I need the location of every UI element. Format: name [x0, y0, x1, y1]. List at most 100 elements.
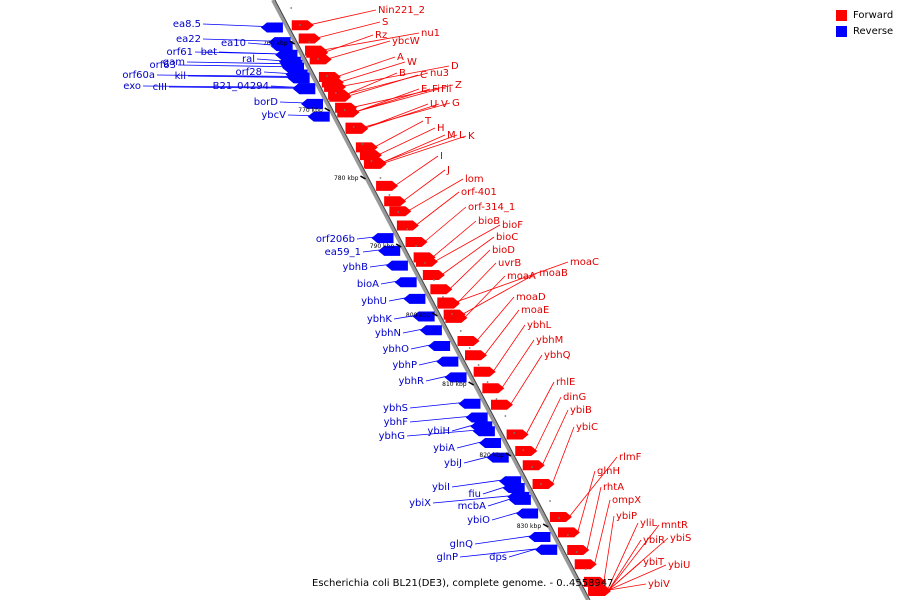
- leader-line: [256, 58, 281, 62]
- forward-gene-rhle: rhlE: [526, 377, 575, 434]
- minor-tick: [397, 211, 400, 213]
- gene-feature-ybio: [516, 508, 539, 519]
- leader-line: [459, 548, 538, 558]
- leader-line: [218, 51, 278, 55]
- reverse-gene-ea22: ea22: [176, 34, 271, 45]
- reverse-gene-fiu: fiu: [468, 486, 505, 500]
- gene-label: dps: [489, 552, 507, 563]
- leader-line: [542, 409, 569, 465]
- scale-tick-820-kbp: 820 kbp: [479, 452, 512, 459]
- leader-line: [329, 40, 391, 59]
- leader-line: [379, 127, 436, 155]
- forward-gene-biob: bioB: [433, 216, 500, 257]
- feature-layer: [260, 20, 611, 596]
- gene-label: ybiC: [576, 422, 598, 433]
- forward-gene-i: I: [395, 151, 443, 186]
- gene-label: M: [447, 130, 456, 141]
- reverse-gene-ybhs: ybhS: [383, 402, 461, 414]
- minor-tick: [486, 381, 489, 383]
- reverse-gene-ybih: ybiH: [427, 424, 473, 437]
- leader-line: [383, 134, 458, 163]
- gene-feature-ybhr: [444, 372, 467, 383]
- gene-feature-moab: [443, 309, 466, 320]
- leader-line: [418, 360, 439, 366]
- leader-line: [552, 426, 575, 484]
- leader-line: [187, 75, 290, 78]
- gene-label: W: [407, 57, 417, 68]
- gene-feature-ybhf: [465, 412, 488, 423]
- minor-tick: [415, 245, 418, 247]
- forward-gene-uvrb: uvrB: [457, 258, 521, 303]
- minor-tick: [522, 449, 525, 451]
- forward-gene-ybit: ybiT: [608, 557, 665, 591]
- gene-label: ybhL: [527, 320, 552, 331]
- leader-line: [369, 264, 388, 268]
- forward-swatch: [836, 9, 847, 21]
- forward-gene-s: S: [318, 17, 388, 38]
- forward-gene-ybic: ybiC: [552, 422, 598, 484]
- tick-mark: [324, 107, 331, 112]
- gene-label: moaE: [521, 305, 549, 316]
- gene-label: ybiH: [427, 426, 450, 437]
- reverse-gene-orf60a: orf60a: [122, 70, 290, 81]
- gene-feature-rlmf: [549, 512, 572, 522]
- tick-mark: [505, 452, 512, 457]
- leader-line: [341, 61, 406, 82]
- gene-label: U: [430, 99, 437, 110]
- gene-label: lom: [465, 174, 484, 185]
- reverse-gene-ybhf: ybhF: [384, 416, 468, 428]
- leader-line: [451, 479, 502, 488]
- forward-gene-ybhl: ybhL: [493, 320, 552, 372]
- gene-label: bioB: [478, 216, 500, 227]
- scale-tick-830-kbp: 830 kbp: [517, 523, 549, 530]
- forward-gene-orf-314-1: orf-314_1: [425, 202, 515, 242]
- tick-label: 800 kbp: [406, 312, 431, 319]
- gene-feature-d: [324, 81, 347, 92]
- gene-label: ybhN: [375, 328, 401, 339]
- minor-tick: [575, 551, 578, 553]
- leader-line: [247, 42, 273, 46]
- forward-gene-ding: dinG: [534, 392, 586, 451]
- minor-tick: [504, 415, 507, 417]
- gene-label: ybiP: [616, 511, 637, 522]
- scale-tick-810-kbp: 810 kbp: [442, 381, 475, 388]
- forward-gene-b: B: [347, 68, 406, 94]
- leader-line: [508, 548, 538, 558]
- gene-label: ybhB: [343, 262, 369, 273]
- scale-tick-760-kbp: 760 kbp: [263, 40, 295, 47]
- gene-label: B21_04294: [213, 81, 269, 92]
- gene-label: ybiT: [643, 557, 665, 568]
- gene-label: ybiO: [467, 515, 490, 526]
- leader-line: [484, 309, 520, 355]
- minor-tick: [343, 109, 346, 111]
- leader-line: [263, 71, 288, 74]
- gene-label: mntR: [661, 520, 688, 531]
- minor-tick: [433, 279, 435, 281]
- minor-tick: [513, 432, 516, 434]
- gene-feature-ybhu: [403, 293, 426, 304]
- leader-line: [432, 495, 510, 504]
- reverse-gene-ybhu: ybhU: [361, 296, 406, 307]
- leader-line: [465, 275, 506, 318]
- gene-feature-ybho: [428, 340, 451, 351]
- gene-label: orf206b: [316, 234, 355, 245]
- reverse-gene-exo: exo: [123, 81, 295, 92]
- gene-label: G: [452, 98, 460, 109]
- forward-gene-ybir: ybiR: [608, 535, 665, 591]
- leader-line: [487, 498, 512, 507]
- minor-tick: [558, 517, 560, 519]
- gene-label: bet: [201, 47, 218, 58]
- reverse-gene-ybia: ybiA: [433, 441, 482, 454]
- gene-feature-rhta: [567, 545, 590, 555]
- legend-reverse-label: Reverse: [853, 25, 894, 37]
- minor-tick: [584, 568, 587, 570]
- gene-label: bioD: [492, 245, 515, 256]
- leader-line: [318, 21, 381, 38]
- minor-tick: [379, 177, 382, 179]
- reverse-gene-orf63: orf63: [150, 60, 284, 71]
- leader-line: [409, 416, 468, 423]
- leader-line: [348, 72, 429, 94]
- gene-label: bioC: [496, 232, 518, 243]
- gene-feature-rhle: [506, 429, 529, 440]
- leader-line: [608, 564, 667, 591]
